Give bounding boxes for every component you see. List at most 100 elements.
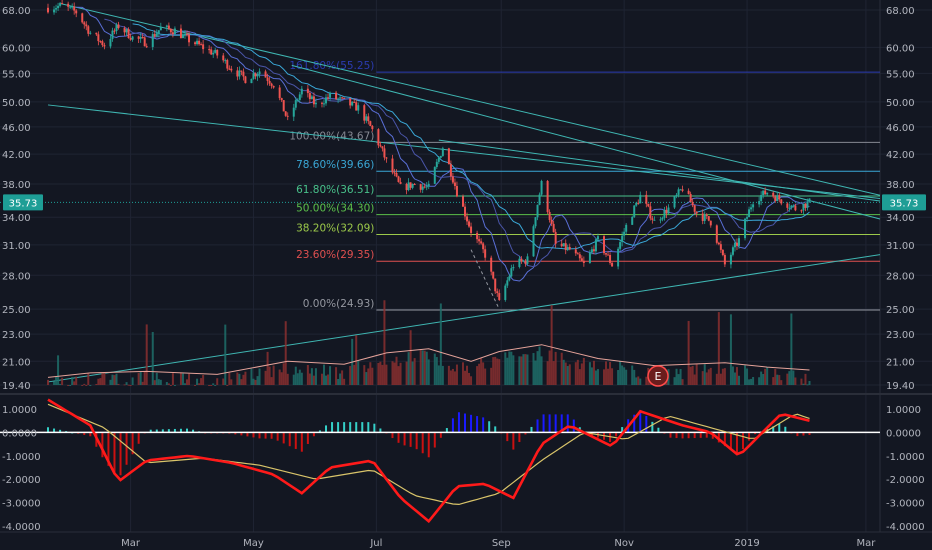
price-tick-left-0: 68.00: [2, 6, 31, 17]
price-tick-right-9: 28.00: [886, 271, 915, 282]
price-tick-right-7: 34.00: [886, 213, 915, 224]
candle-body-199: [609, 255, 612, 263]
earnings-marker-circle[interactable]: [647, 365, 669, 387]
candle-body-91: [306, 88, 309, 94]
candle-body-46: [179, 28, 182, 39]
macd-histogram-bar: [318, 430, 321, 433]
macd-histogram-bar: [518, 432, 521, 443]
volume-bar-43: [169, 385, 172, 386]
current-price-label-left: [3, 194, 43, 211]
volume-bar-7: [69, 385, 72, 386]
candle-body-81: [278, 87, 281, 99]
candle-body-192: [590, 249, 593, 253]
volume-bar-144: [453, 371, 456, 385]
macd-histogram-bar: [784, 426, 787, 433]
volume-bar-116: [377, 362, 380, 385]
volume-bar-131: [419, 350, 422, 385]
volume-bar-30: [131, 377, 134, 385]
candle-body-66: [236, 70, 239, 77]
price-tick-left-4: 46.00: [2, 123, 31, 134]
volume-bar-42: [167, 383, 170, 385]
candle-body-252: [760, 195, 763, 202]
volume-bar-55: [202, 375, 205, 385]
macd-histogram-bar: [415, 432, 418, 450]
volume-bar-61: [222, 378, 225, 385]
candle-body-186: [574, 249, 577, 254]
candle-body-61: [222, 55, 225, 61]
macd-histogram-bar: [729, 432, 732, 450]
macd-histogram-bar: [705, 432, 708, 438]
candle-body-147: [464, 206, 467, 217]
volume-bar-240: [723, 368, 726, 385]
candle-body-166: [518, 258, 521, 268]
candle-body-255: [766, 192, 769, 195]
volume-bar-242: [731, 366, 734, 385]
candle-body-174: [538, 194, 541, 205]
earnings-marker[interactable]: E: [647, 365, 669, 387]
macd-histogram-bar: [778, 423, 781, 433]
candle-body-152: [478, 239, 481, 242]
candle-body-64: [228, 68, 231, 70]
volume-bar-33: [141, 381, 144, 385]
fib-label-5: 38.20%(32.09): [296, 223, 374, 235]
macd-histogram-bar: [331, 422, 334, 433]
volume-bar-119: [383, 300, 386, 385]
volume-bar-103: [339, 373, 342, 385]
volume-bar-227: [689, 366, 692, 385]
candle-body-219: [665, 209, 668, 214]
macd-histogram-bar: [488, 421, 491, 433]
volume-bar-101: [335, 367, 338, 385]
volume-bar-106: [349, 366, 352, 385]
volume-bar-71: [250, 368, 253, 385]
candle-body-149: [468, 221, 471, 227]
volume-bar-265: [794, 377, 797, 385]
candle-body-231: [701, 213, 704, 221]
volume-bar-209: [637, 376, 640, 385]
candle-body-113: [367, 116, 370, 122]
macd-histogram-bar: [409, 432, 412, 447]
volume-bar-260: [780, 380, 783, 385]
volume-bar-171: [532, 353, 535, 385]
volume-bar-16: [95, 383, 98, 385]
candle-body-148: [466, 216, 469, 222]
candle-body-59: [214, 49, 217, 53]
candle-body-38: [155, 33, 158, 37]
volume-bar-241: [729, 314, 732, 385]
candle-body-135: [427, 183, 430, 187]
candle-body-33: [141, 36, 144, 38]
volume-bar-74: [256, 376, 259, 385]
volume-bar-164: [510, 351, 513, 385]
volume-bar-194: [594, 370, 597, 385]
macd-histogram-bar: [506, 432, 509, 442]
price-tick-right-8: 31.00: [886, 241, 915, 252]
volume-bar-125: [399, 362, 402, 385]
macd-histogram-bar: [669, 432, 672, 438]
candle-body-22: [111, 30, 114, 39]
time-tick-0: Mar: [121, 538, 141, 549]
volume-bar-228: [691, 365, 694, 385]
candle-body-203: [621, 235, 624, 243]
fib-retracement[interactable]: 161.80%(55.25)100.00%(43.67)78.60%(39.66…: [289, 60, 880, 311]
candle-body-120: [385, 157, 388, 159]
candle-body-157: [492, 271, 495, 279]
volume-bar-60: [216, 378, 219, 385]
candle-body-58: [212, 52, 215, 55]
candle-body-242: [731, 247, 734, 255]
fib-label-6: 23.60%(29.35): [296, 249, 374, 261]
volume-bar-166: [518, 356, 521, 385]
price-tick-right-0: 68.00: [886, 6, 915, 17]
volume-bar-245: [737, 375, 740, 385]
candle-body-206: [631, 216, 634, 225]
candle-body-133: [423, 186, 426, 188]
volume-bar-135: [427, 359, 430, 385]
macd-histogram-bar: [149, 429, 152, 433]
volume-bar-246: [744, 365, 747, 385]
candle-body-262: [788, 207, 791, 209]
volume-bar-221: [673, 377, 676, 385]
candle-body-126: [405, 183, 408, 191]
volume-bar-92: [308, 373, 311, 385]
fib-label-7: 0.00%(24.93): [303, 298, 375, 310]
macd-tick-right-5: -4.0000: [886, 522, 925, 533]
candle-body-30: [131, 36, 134, 40]
